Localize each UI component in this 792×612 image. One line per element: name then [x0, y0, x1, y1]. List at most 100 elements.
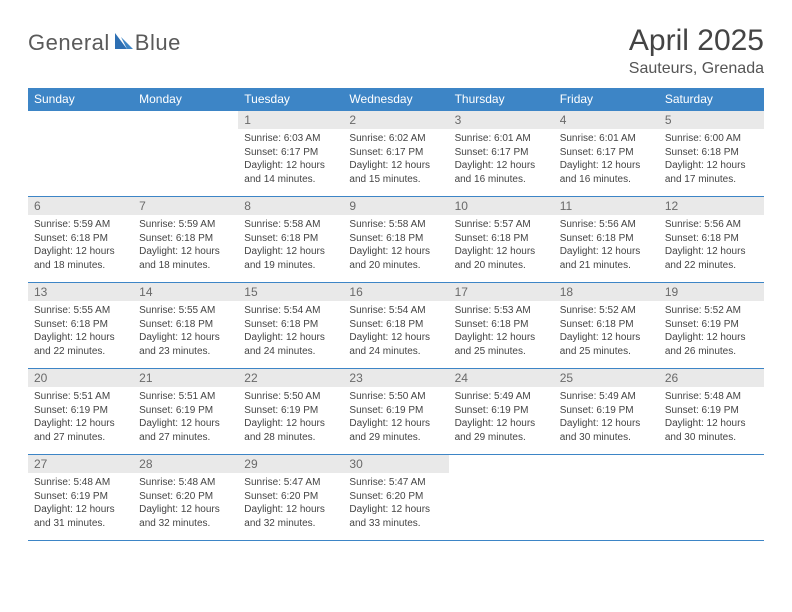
day-cell: 29Sunrise: 5:47 AMSunset: 6:20 PMDayligh…	[238, 455, 343, 541]
sunrise-text: Sunrise: 5:56 AM	[665, 218, 758, 232]
day-body	[554, 473, 659, 533]
daylight-text: Daylight: 12 hours and 20 minutes.	[455, 245, 548, 272]
day-number: 14	[133, 283, 238, 301]
day-number: 30	[343, 455, 448, 473]
daylight-text: Daylight: 12 hours and 15 minutes.	[349, 159, 442, 186]
day-body: Sunrise: 5:54 AMSunset: 6:18 PMDaylight:…	[343, 301, 448, 368]
day-number: 2	[343, 111, 448, 129]
sunset-text: Sunset: 6:18 PM	[560, 318, 653, 332]
day-number-empty	[554, 455, 659, 473]
day-number: 5	[659, 111, 764, 129]
sunset-text: Sunset: 6:18 PM	[34, 318, 127, 332]
sunrise-text: Sunrise: 5:50 AM	[349, 390, 442, 404]
daylight-text: Daylight: 12 hours and 17 minutes.	[665, 159, 758, 186]
day-number: 11	[554, 197, 659, 215]
day-cell: 26Sunrise: 5:48 AMSunset: 6:19 PMDayligh…	[659, 369, 764, 455]
daylight-text: Daylight: 12 hours and 24 minutes.	[244, 331, 337, 358]
day-cell	[659, 455, 764, 541]
day-body	[133, 129, 238, 189]
sunrise-text: Sunrise: 5:59 AM	[139, 218, 232, 232]
daylight-text: Daylight: 12 hours and 28 minutes.	[244, 417, 337, 444]
day-body: Sunrise: 5:49 AMSunset: 6:19 PMDaylight:…	[554, 387, 659, 454]
daylight-text: Daylight: 12 hours and 21 minutes.	[560, 245, 653, 272]
day-cell: 11Sunrise: 5:56 AMSunset: 6:18 PMDayligh…	[554, 197, 659, 283]
day-cell: 2Sunrise: 6:02 AMSunset: 6:17 PMDaylight…	[343, 111, 448, 197]
day-cell: 24Sunrise: 5:49 AMSunset: 6:19 PMDayligh…	[449, 369, 554, 455]
day-body: Sunrise: 5:59 AMSunset: 6:18 PMDaylight:…	[133, 215, 238, 282]
day-number-empty	[449, 455, 554, 473]
day-cell: 6Sunrise: 5:59 AMSunset: 6:18 PMDaylight…	[28, 197, 133, 283]
sunset-text: Sunset: 6:18 PM	[139, 232, 232, 246]
daylight-text: Daylight: 12 hours and 18 minutes.	[139, 245, 232, 272]
day-body: Sunrise: 5:49 AMSunset: 6:19 PMDaylight:…	[449, 387, 554, 454]
page: General Blue April 2025 Sauteurs, Grenad…	[0, 0, 792, 541]
day-number: 13	[28, 283, 133, 301]
day-number: 19	[659, 283, 764, 301]
sunrise-text: Sunrise: 5:49 AM	[560, 390, 653, 404]
sunrise-text: Sunrise: 5:58 AM	[244, 218, 337, 232]
daylight-text: Daylight: 12 hours and 22 minutes.	[34, 331, 127, 358]
day-number-empty	[133, 111, 238, 129]
daylight-text: Daylight: 12 hours and 25 minutes.	[455, 331, 548, 358]
day-body: Sunrise: 5:58 AMSunset: 6:18 PMDaylight:…	[343, 215, 448, 282]
day-number: 20	[28, 369, 133, 387]
logo-text-blue: Blue	[135, 30, 181, 56]
day-number: 12	[659, 197, 764, 215]
sunrise-text: Sunrise: 5:48 AM	[139, 476, 232, 490]
day-cell: 1Sunrise: 6:03 AMSunset: 6:17 PMDaylight…	[238, 111, 343, 197]
sunrise-text: Sunrise: 6:00 AM	[665, 132, 758, 146]
day-number: 24	[449, 369, 554, 387]
sunrise-text: Sunrise: 5:58 AM	[349, 218, 442, 232]
sunrise-text: Sunrise: 5:52 AM	[665, 304, 758, 318]
sunset-text: Sunset: 6:18 PM	[34, 232, 127, 246]
day-body: Sunrise: 5:51 AMSunset: 6:19 PMDaylight:…	[28, 387, 133, 454]
day-cell: 19Sunrise: 5:52 AMSunset: 6:19 PMDayligh…	[659, 283, 764, 369]
day-body: Sunrise: 5:52 AMSunset: 6:18 PMDaylight:…	[554, 301, 659, 368]
day-body: Sunrise: 5:58 AMSunset: 6:18 PMDaylight:…	[238, 215, 343, 282]
day-number: 26	[659, 369, 764, 387]
sunset-text: Sunset: 6:19 PM	[665, 318, 758, 332]
day-cell: 20Sunrise: 5:51 AMSunset: 6:19 PMDayligh…	[28, 369, 133, 455]
day-body: Sunrise: 5:55 AMSunset: 6:18 PMDaylight:…	[28, 301, 133, 368]
logo: General Blue	[28, 30, 181, 56]
sunrise-text: Sunrise: 5:51 AM	[34, 390, 127, 404]
day-body: Sunrise: 6:03 AMSunset: 6:17 PMDaylight:…	[238, 129, 343, 196]
day-body: Sunrise: 5:48 AMSunset: 6:20 PMDaylight:…	[133, 473, 238, 540]
day-number: 6	[28, 197, 133, 215]
day-header-sunday: Sunday	[28, 88, 133, 111]
daylight-text: Daylight: 12 hours and 32 minutes.	[139, 503, 232, 530]
daylight-text: Daylight: 12 hours and 30 minutes.	[560, 417, 653, 444]
sunset-text: Sunset: 6:19 PM	[139, 404, 232, 418]
day-header-row: Sunday Monday Tuesday Wednesday Thursday…	[28, 88, 764, 111]
day-number: 22	[238, 369, 343, 387]
sunset-text: Sunset: 6:19 PM	[455, 404, 548, 418]
sunrise-text: Sunrise: 5:50 AM	[244, 390, 337, 404]
daylight-text: Daylight: 12 hours and 33 minutes.	[349, 503, 442, 530]
day-number: 9	[343, 197, 448, 215]
day-header-friday: Friday	[554, 88, 659, 111]
sunrise-text: Sunrise: 5:51 AM	[139, 390, 232, 404]
header: General Blue April 2025 Sauteurs, Grenad…	[28, 24, 764, 78]
day-body	[28, 129, 133, 189]
day-cell: 30Sunrise: 5:47 AMSunset: 6:20 PMDayligh…	[343, 455, 448, 541]
sunset-text: Sunset: 6:20 PM	[349, 490, 442, 504]
sunset-text: Sunset: 6:19 PM	[349, 404, 442, 418]
day-body	[659, 473, 764, 533]
day-body: Sunrise: 6:02 AMSunset: 6:17 PMDaylight:…	[343, 129, 448, 196]
sunset-text: Sunset: 6:19 PM	[244, 404, 337, 418]
month-title: April 2025	[629, 24, 764, 58]
sunrise-text: Sunrise: 6:01 AM	[560, 132, 653, 146]
day-cell: 8Sunrise: 5:58 AMSunset: 6:18 PMDaylight…	[238, 197, 343, 283]
day-number: 17	[449, 283, 554, 301]
week-row: 13Sunrise: 5:55 AMSunset: 6:18 PMDayligh…	[28, 283, 764, 369]
daylight-text: Daylight: 12 hours and 27 minutes.	[34, 417, 127, 444]
day-body: Sunrise: 6:01 AMSunset: 6:17 PMDaylight:…	[554, 129, 659, 196]
daylight-text: Daylight: 12 hours and 16 minutes.	[455, 159, 548, 186]
day-number: 8	[238, 197, 343, 215]
day-cell	[449, 455, 554, 541]
day-body: Sunrise: 5:55 AMSunset: 6:18 PMDaylight:…	[133, 301, 238, 368]
day-number: 29	[238, 455, 343, 473]
day-cell: 17Sunrise: 5:53 AMSunset: 6:18 PMDayligh…	[449, 283, 554, 369]
sunrise-text: Sunrise: 5:56 AM	[560, 218, 653, 232]
day-body: Sunrise: 5:56 AMSunset: 6:18 PMDaylight:…	[659, 215, 764, 282]
